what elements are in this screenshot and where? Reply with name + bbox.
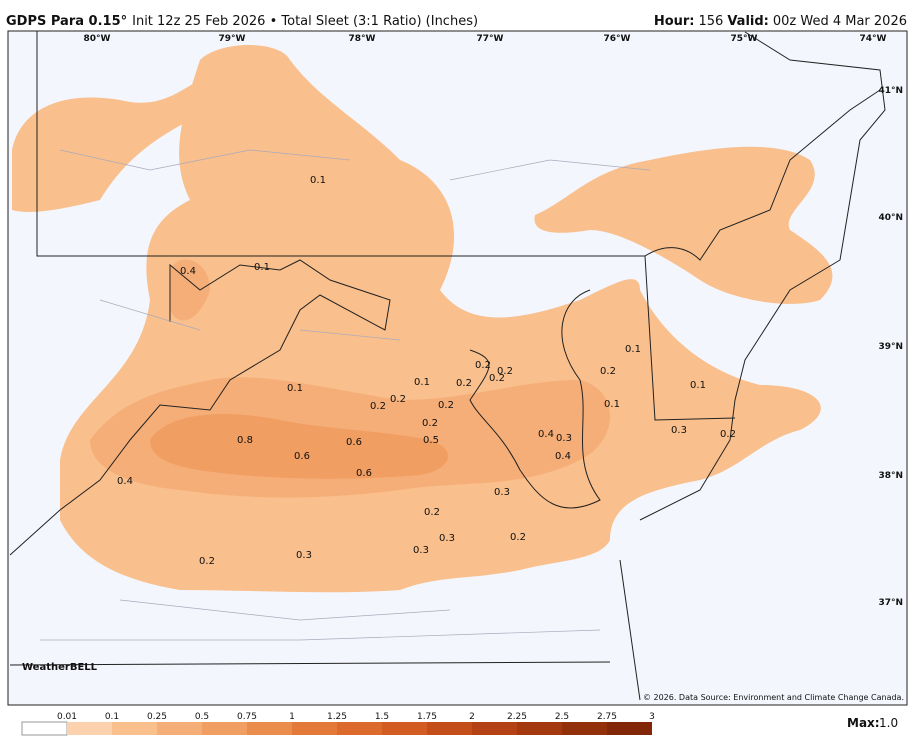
max: 1.0 bbox=[879, 716, 898, 730]
contour-label: 0.1 bbox=[310, 175, 326, 186]
contour-label: 0.6 bbox=[356, 468, 372, 479]
contour-label: 0.2 bbox=[424, 507, 440, 518]
hour-label: Hour: bbox=[654, 14, 695, 29]
header-right: Hour: 156 Valid: 00z Wed 4 Mar 2026 bbox=[654, 14, 907, 29]
colorbar-tick: 0.75 bbox=[237, 712, 257, 722]
contour-label: 0.2 bbox=[475, 360, 491, 371]
colorbar-tick: 1.5 bbox=[375, 712, 389, 722]
sleet-area bbox=[12, 80, 210, 212]
valid: 00z Wed 4 Mar 2026 bbox=[773, 14, 907, 29]
colorbar-swatch bbox=[382, 722, 427, 735]
colorbar-swatch bbox=[157, 722, 202, 735]
colorbar-swatch bbox=[292, 722, 337, 735]
contour-label: 0.4 bbox=[538, 429, 554, 440]
latitude-label: 41°N bbox=[878, 86, 903, 96]
colorbar-tick: 1.75 bbox=[417, 712, 437, 722]
contour-label: 0.4 bbox=[117, 476, 133, 487]
longitude-label: 78°W bbox=[349, 34, 376, 44]
colorbar-swatch bbox=[112, 722, 157, 735]
valid-label: Valid: bbox=[727, 14, 769, 29]
contour-label: 0.4 bbox=[555, 451, 571, 462]
colorbar-tick: 3 bbox=[649, 712, 655, 722]
boundaries bbox=[9, 31, 886, 701]
contour-label: 0.1 bbox=[604, 399, 620, 410]
colorbar-tick: 2.25 bbox=[507, 712, 527, 722]
contour-label: 0.1 bbox=[287, 383, 303, 394]
longitude-label: 79°W bbox=[219, 34, 246, 44]
colorbar-tick: 2 bbox=[469, 712, 475, 722]
contour-label: 0.2 bbox=[600, 366, 616, 377]
contour-label: 0.1 bbox=[414, 377, 430, 388]
header-left: GDPS Para 0.15° Init 12z 25 Feb 2026 • To… bbox=[6, 14, 478, 29]
colorbar-swatch bbox=[427, 722, 472, 735]
contour-label: 0.5 bbox=[423, 435, 439, 446]
longitude-label: 75°W bbox=[731, 34, 758, 44]
contour-label: 0.3 bbox=[296, 550, 312, 561]
contour-label: 0.2 bbox=[438, 400, 454, 411]
colorbar-swatch bbox=[247, 722, 292, 735]
contour-label: 0.1 bbox=[254, 262, 270, 273]
colorbar-tick: 1.25 bbox=[327, 712, 347, 722]
colorbar-swatch bbox=[337, 722, 382, 735]
longitude-label: 74°W bbox=[860, 34, 887, 44]
map bbox=[7, 30, 908, 706]
colorbar-tick: 2.75 bbox=[597, 712, 617, 722]
latitude-label: 40°N bbox=[878, 213, 903, 223]
contour-label: 0.6 bbox=[346, 437, 362, 448]
longitude-labels: 80°W 79°W 78°W 77°W 76°W 75°W 74°W bbox=[84, 34, 887, 44]
colorbar-swatch bbox=[517, 722, 562, 735]
contour-label: 0.3 bbox=[494, 487, 510, 498]
colorbar-swatch bbox=[562, 722, 607, 735]
info: Init 12z 25 Feb 2026 • Total Sleet (3:1 … bbox=[132, 14, 478, 29]
colorbar-tick: 0.1 bbox=[105, 712, 119, 722]
latitude-label: 37°N bbox=[878, 598, 903, 608]
contour-label: 0.8 bbox=[237, 435, 253, 446]
colorbar-swatch bbox=[21, 721, 68, 736]
colorbar-swatch bbox=[202, 722, 247, 735]
longitude-label: 80°W bbox=[84, 34, 111, 44]
model: GDPS Para 0.15° bbox=[6, 14, 127, 29]
colorbar-swatch bbox=[67, 722, 112, 735]
contour-label: 0.3 bbox=[413, 545, 429, 556]
colorbar-tick: 0.01 bbox=[57, 712, 77, 722]
contour-label: 0.2 bbox=[510, 532, 526, 543]
colorbar-tick: 2.5 bbox=[555, 712, 569, 722]
colorbar-swatch bbox=[472, 722, 517, 735]
contour-label: 0.3 bbox=[671, 425, 687, 436]
contour-label: 0.3 bbox=[556, 433, 572, 444]
latitude-label: 38°N bbox=[878, 471, 903, 481]
contour-label: 0.4 bbox=[180, 266, 196, 277]
logo: WeatherBELL bbox=[22, 662, 98, 673]
colorbar-swatch bbox=[607, 722, 652, 735]
contour-label: 0.2 bbox=[422, 418, 438, 429]
latitude-label: 39°N bbox=[878, 342, 903, 352]
copyright: © 2026. Data Source: Environment and Cli… bbox=[643, 693, 904, 702]
longitude-label: 76°W bbox=[604, 34, 631, 44]
contour-label: 0.2 bbox=[370, 401, 386, 412]
sleet-area bbox=[170, 259, 210, 321]
contour-label: 0.6 bbox=[294, 451, 310, 462]
contour-label: 0.2 bbox=[390, 394, 406, 405]
colorbar: 0.01 0.1 0.25 0.5 0.75 1 1.25 1.5 1.75 2 2.25 2.5 2.… bbox=[21, 712, 655, 736]
longitude-label: 77°W bbox=[477, 34, 504, 44]
colorbar-tick: 1 bbox=[289, 712, 295, 722]
contour-label: 0.3 bbox=[439, 533, 455, 544]
max-label: Max: bbox=[847, 716, 880, 730]
colorbar-tick: 0.5 bbox=[195, 712, 209, 722]
contour-label: 0.2 bbox=[199, 556, 215, 567]
contour-label: 0.1 bbox=[625, 344, 641, 355]
latitude-labels: 41°N 40°N 39°N 38°N 37°N bbox=[878, 86, 903, 608]
contour-label: 0.1 bbox=[690, 380, 706, 391]
hour: 156 bbox=[699, 14, 724, 29]
contour-label: 0.2 bbox=[497, 366, 513, 377]
sleet-area bbox=[534, 146, 833, 304]
colorbar-tick: 0.25 bbox=[147, 712, 167, 722]
sleet-area bbox=[150, 414, 449, 479]
contour-labels: 0.10.4 0.10.10.80.60.60.60.40.20.30.20.20… bbox=[117, 175, 736, 567]
contour-label: 0.2 bbox=[720, 429, 736, 440]
contour-label: 0.2 bbox=[456, 378, 472, 389]
contour-label: 0.2 bbox=[489, 373, 505, 384]
county-lines bbox=[40, 149, 651, 641]
